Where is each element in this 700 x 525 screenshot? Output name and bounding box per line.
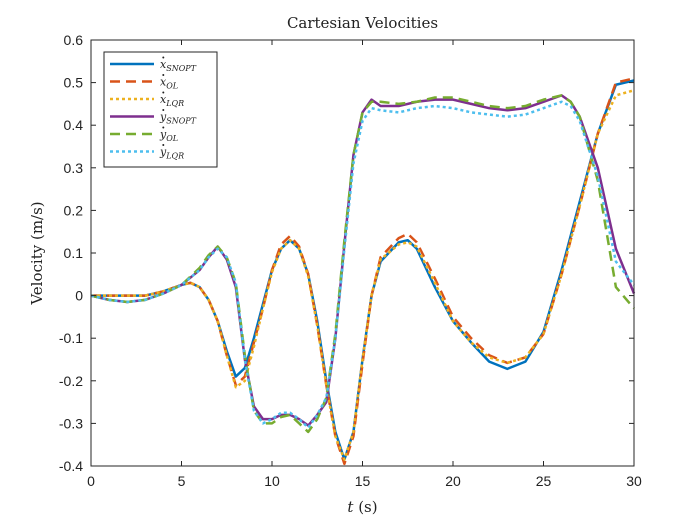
y-tick-label: -0.4 [59, 458, 83, 474]
legend: xSNOPT xOL xLQR ySNOPT yOL yLQR [103, 51, 218, 168]
legend-label: yOL [159, 128, 178, 143]
chart-title: Cartesian Velocities [287, 14, 438, 32]
legend-dot-accent [162, 126, 165, 129]
x-tick-label: 25 [536, 473, 552, 489]
legend-dot-accent [162, 144, 165, 146]
y-axis-label: Velocity (m/s) [28, 201, 46, 305]
x-tick-label: 5 [178, 473, 186, 489]
ticks-layer: 0 5 10 15 20 25 30 -0.4 -0.3 -0.2 -0.1 0 0.1 0.2 0.3 0.… [59, 32, 642, 489]
y-tick-label: 0.6 [64, 32, 84, 48]
y-tick-label: -0.1 [59, 330, 83, 346]
y-tick-label: 0.1 [64, 245, 84, 261]
x-tick-label: 10 [264, 473, 280, 489]
x-tick-label: 0 [87, 473, 95, 489]
series-line-x-lqr [91, 89, 635, 461]
legend-dot-accent [162, 91, 165, 94]
series-line-y-lqr [90, 100, 635, 429]
legend-dot-accent [162, 109, 165, 111]
y-tick-label: 0.5 [64, 75, 84, 91]
y-tick-label: -0.3 [59, 415, 83, 431]
legend-box [103, 51, 218, 168]
legend-label: ySNOPT [159, 111, 197, 126]
y-tick-label: 0.4 [64, 117, 84, 133]
y-tick-label: 0.3 [64, 160, 84, 176]
x-axis-label: t (s) [347, 498, 377, 516]
series-layer [90, 77, 636, 466]
x-tick-label: 30 [626, 473, 642, 489]
legend-label: xLQR [160, 93, 184, 108]
legend-dot-accent [162, 74, 165, 76]
x-tick-label: 15 [355, 473, 371, 489]
x-tick-label: 20 [445, 473, 461, 489]
y-tick-label: -0.2 [59, 373, 83, 389]
legend-label: xOL [160, 76, 178, 91]
legend-dot-accent [162, 56, 165, 59]
legend-label: xSNOPT [160, 58, 197, 73]
y-tick-label: 0.2 [64, 202, 84, 218]
y-tick-label: 0 [75, 288, 83, 304]
legend-label: yLQR [159, 146, 184, 161]
